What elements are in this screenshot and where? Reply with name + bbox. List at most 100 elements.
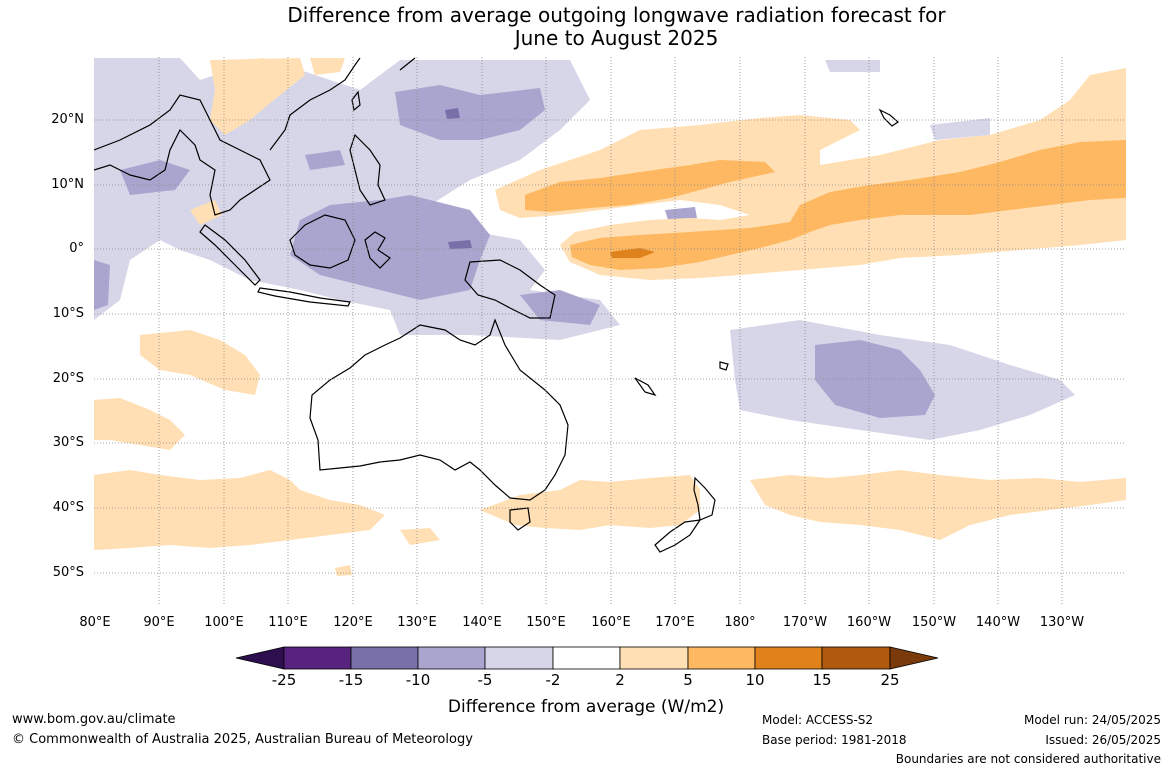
lon-label: 150°E [526, 615, 566, 630]
anomaly-region-light-purple [930, 118, 990, 140]
anomaly-region-light-orange [480, 475, 700, 530]
lat-label: 10°N [51, 177, 84, 192]
colorbar-swatch [821, 646, 891, 670]
colorbar-tick-label: 10 [745, 671, 765, 689]
base-period: Base period: 1981-2018 [762, 733, 907, 747]
lon-label: 170°E [655, 615, 695, 630]
colorbar-tick-label: 25 [880, 671, 900, 689]
colorbar-swatch [552, 646, 621, 670]
java-outline [257, 287, 351, 307]
coastlines [94, 57, 899, 553]
colorbar-swatch [619, 646, 689, 670]
colorbar-tick-label: 15 [812, 671, 832, 689]
lat-label: 20°S [52, 371, 84, 386]
colorbar-swatch [754, 646, 823, 670]
anomaly-region-mid-purple [665, 207, 697, 220]
colorbar-tick-label: 2 [615, 671, 625, 689]
colorbar [235, 646, 939, 670]
lon-label: 140°W [975, 615, 1021, 630]
taiwan-outline [351, 90, 361, 112]
lon-label: 160°W [846, 615, 892, 630]
anomaly-region-light-orange [94, 470, 385, 550]
hawaii-outline [878, 108, 899, 127]
lon-label: 130°W [1039, 615, 1085, 630]
lat-label: 10°S [52, 306, 84, 321]
anomaly-region-mid-purple [120, 160, 190, 195]
model-name: Model: ACCESS-S2 [762, 713, 874, 727]
anomaly-region-light-orange [140, 330, 260, 395]
colorbar-swatch [687, 646, 756, 670]
lon-label: 130°E [397, 615, 437, 630]
colorbar-tick-label: -15 [338, 671, 364, 689]
graticule [94, 57, 1126, 605]
anomaly-region-mid-purple [305, 150, 345, 170]
colorbar-swatch [484, 646, 554, 670]
anomaly-region-light-orange [495, 68, 1126, 280]
colorbar-tick-label: -5 [477, 671, 493, 689]
sulawesi-outline [364, 231, 391, 269]
new-caledonia-outline [634, 377, 657, 397]
anomaly-region-light-orange [94, 398, 185, 450]
anomaly-region-light-orange [240, 58, 268, 72]
anomaly-region-mid-orange [525, 160, 775, 212]
lat-label: 30°S [52, 435, 84, 450]
colorbar-extend-high [889, 646, 939, 670]
anomaly-region-dark-purple [445, 108, 460, 119]
sumatra-outline [199, 224, 261, 286]
colorbar-swatch [350, 646, 419, 670]
anomaly-region-light-purple [825, 60, 880, 72]
colorbar-swatch [283, 646, 352, 670]
anomaly-region-mid-purple [290, 195, 490, 300]
philippines-outline [349, 133, 386, 206]
anomaly-field [94, 58, 1126, 576]
lat-label: 0° [69, 241, 84, 256]
anomaly-region-light-orange [210, 58, 305, 135]
anomaly-region-light-orange [750, 470, 1126, 540]
map-title: Difference from average outgoing longwav… [0, 4, 1173, 50]
issued-date: Issued: 26/05/2025 [1045, 733, 1161, 747]
anomaly-region-light-orange [190, 200, 222, 225]
lat-label: 50°S [52, 565, 84, 580]
anomaly-region-mid-purple [520, 290, 600, 325]
australia-outline [309, 318, 569, 501]
anomaly-region-light-orange [310, 58, 345, 75]
lon-label: 120°E [333, 615, 373, 630]
colorbar-extend-low [235, 646, 285, 670]
title-line-2: June to August 2025 [514, 26, 719, 50]
colorbar-tick-label: -25 [271, 671, 297, 689]
anomaly-region-mid-orange [570, 140, 1126, 270]
tasmania-outline [509, 507, 531, 531]
japan-outline [399, 57, 416, 71]
lon-label: 100°E [204, 615, 244, 630]
lon-label: 160°E [591, 615, 631, 630]
borneo-outline [289, 214, 356, 269]
lon-label: 180° [724, 615, 756, 630]
lon-label: 150°W [911, 615, 957, 630]
model-run-date: Model run: 24/05/2025 [1023, 713, 1161, 727]
anomaly-region-dark-purple [448, 240, 472, 249]
lon-label: 110°E [268, 615, 308, 630]
anomaly-region-mid-purple [94, 260, 110, 310]
lon-label: 80°E [79, 615, 111, 630]
lon-label: 170°W [782, 615, 828, 630]
asia-mainland-outline [94, 94, 271, 216]
copyright-text: © Commonwealth of Australia 2025, Austra… [12, 732, 473, 747]
anomaly-region-light-orange [400, 528, 440, 545]
new-zealand-north-outline [693, 476, 716, 521]
website-link[interactable]: www.bom.gov.au/climate [12, 712, 176, 727]
colorbar-swatch [417, 646, 486, 670]
lat-label: 20°N [51, 112, 84, 127]
new-zealand-south-outline [654, 519, 702, 553]
title-line-1: Difference from average outgoing longwav… [287, 3, 946, 27]
new-guinea-outline [464, 259, 556, 319]
colorbar-title: Difference from average (W/m2) [447, 697, 725, 717]
colorbar-tick-label: -10 [405, 671, 431, 689]
boundary-disclaimer: Boundaries are not considered authoritat… [895, 752, 1161, 766]
lat-label: 40°S [52, 500, 84, 515]
anomaly-region-dark-orange [610, 248, 655, 258]
lon-label: 90°E [143, 615, 175, 630]
asia-mainland-outline [269, 57, 361, 151]
anomaly-region-light-orange [335, 565, 352, 576]
fiji-outline [719, 361, 729, 371]
